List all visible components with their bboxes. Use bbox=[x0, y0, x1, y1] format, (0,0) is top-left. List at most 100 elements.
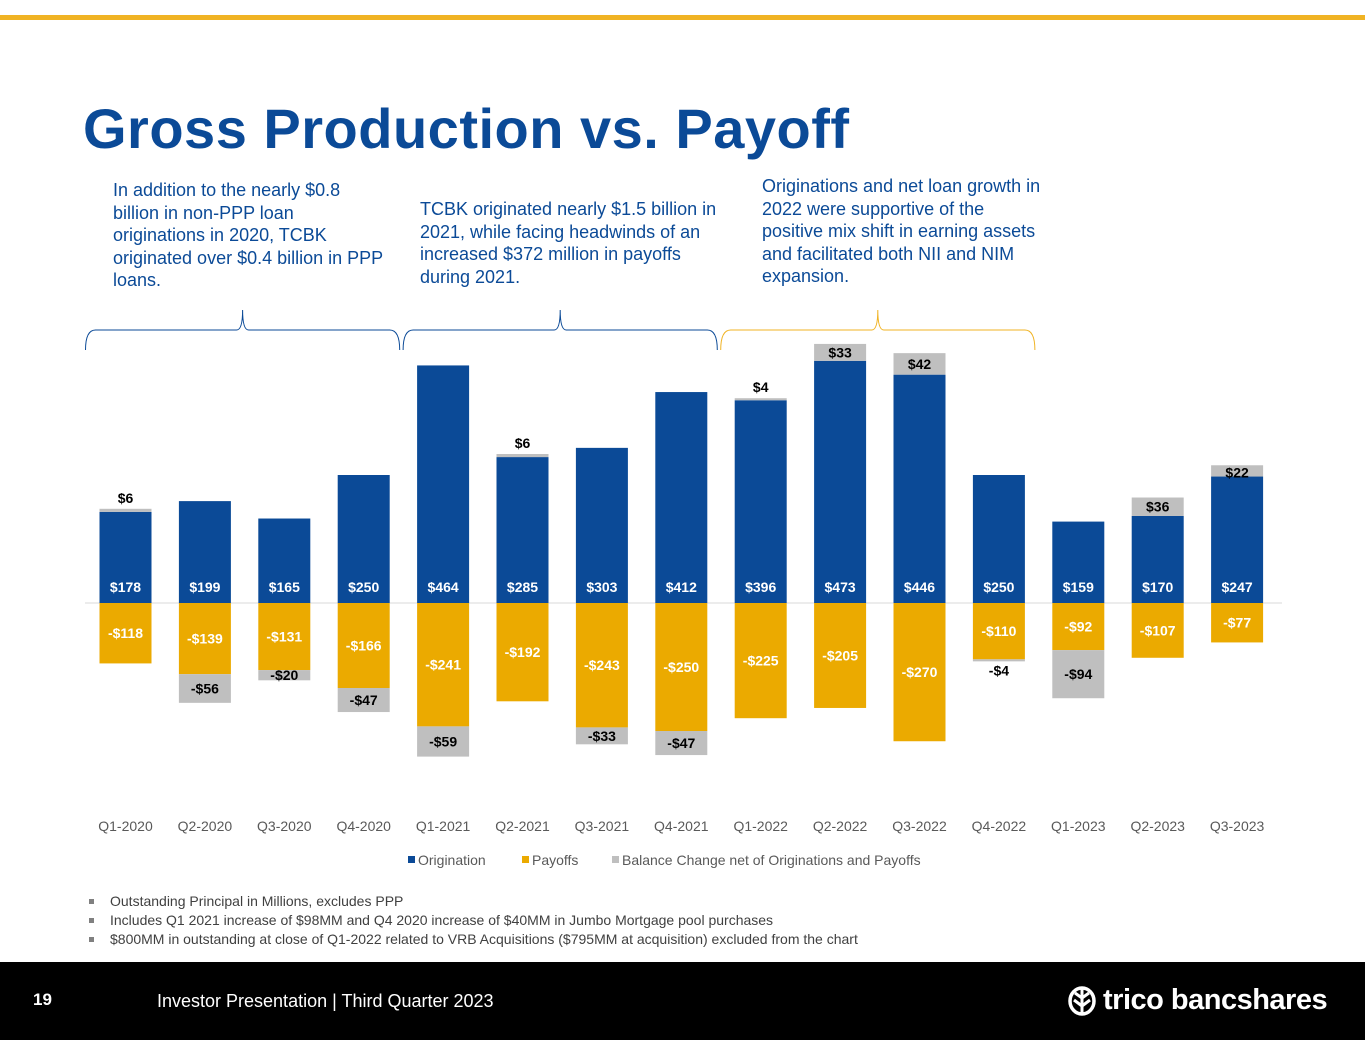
balance-change-bar bbox=[655, 731, 708, 756]
legend-swatch bbox=[522, 856, 529, 863]
balance-change-label: -$4 bbox=[989, 662, 1009, 678]
balance-change-bar bbox=[496, 454, 549, 458]
x-tick-label: Q4-2020 bbox=[336, 818, 391, 834]
payoff-label: -$241 bbox=[425, 657, 461, 673]
payoff-bar bbox=[575, 603, 628, 728]
callout-bracket-2 bbox=[720, 309, 1036, 351]
balance-change-label: -$47 bbox=[667, 735, 695, 751]
x-tick-label: Q1-2022 bbox=[733, 818, 788, 834]
origination-bar bbox=[575, 447, 628, 603]
balance-change-label: $22 bbox=[1225, 464, 1249, 480]
callout-bracket-1 bbox=[402, 309, 718, 351]
x-tick-label: Q4-2022 bbox=[972, 818, 1027, 834]
origination-bar bbox=[814, 360, 867, 603]
payoff-bar bbox=[258, 603, 311, 671]
balance-change-bar bbox=[1131, 497, 1184, 516]
x-tick-label: Q4-2021 bbox=[654, 818, 709, 834]
payoff-label: -$243 bbox=[584, 657, 620, 673]
balance-change-bar bbox=[337, 687, 390, 713]
legend-swatch bbox=[408, 856, 415, 863]
legend-label: Payoffs bbox=[532, 852, 578, 868]
balance-change-label: -$33 bbox=[588, 728, 616, 744]
payoff-label: -$77 bbox=[1223, 615, 1251, 631]
brand-name: trico bancshares bbox=[1103, 983, 1328, 1016]
company-logo: trico bancshares bbox=[1067, 982, 1328, 1018]
origination-label: $464 bbox=[428, 579, 459, 595]
payoff-label: -$92 bbox=[1064, 619, 1092, 635]
balance-change-label: $6 bbox=[118, 490, 134, 506]
origination-bar bbox=[893, 374, 946, 603]
origination-bar bbox=[496, 457, 549, 603]
origination-bar bbox=[417, 365, 470, 603]
payoff-bar bbox=[1211, 603, 1264, 643]
payoff-label: -$225 bbox=[743, 653, 779, 669]
production-payoff-chart: $178 -$118 $6 Q1-2020 $199 -$139 -$56 Q2-2020 $1… bbox=[85, 309, 1282, 868]
callout-bracket-0 bbox=[85, 309, 401, 351]
balance-change-label: -$20 bbox=[270, 667, 298, 683]
origination-bar bbox=[1131, 515, 1184, 603]
balance-change-bar bbox=[575, 727, 628, 745]
origination-label: $159 bbox=[1063, 579, 1094, 595]
payoff-bar bbox=[496, 603, 549, 702]
payoff-label: -$118 bbox=[108, 625, 143, 641]
balance-change-bar bbox=[417, 726, 470, 757]
balance-change-label: $4 bbox=[753, 379, 769, 395]
payoff-bar bbox=[972, 603, 1025, 660]
x-tick-label: Q3-2021 bbox=[575, 818, 630, 834]
page-number: 19 bbox=[33, 990, 52, 1009]
origination-label: $250 bbox=[348, 579, 379, 595]
balance-change-label: -$59 bbox=[429, 733, 457, 749]
x-tick-label: Q3-2020 bbox=[257, 818, 312, 834]
payoff-label: -$107 bbox=[1140, 622, 1176, 638]
payoff-bar bbox=[178, 603, 231, 675]
payoff-bar bbox=[814, 603, 867, 708]
balance-change-bar bbox=[1211, 465, 1264, 477]
slide-title: Gross Production vs. Payoff bbox=[83, 97, 850, 160]
balance-change-bar bbox=[258, 670, 311, 681]
payoff-bar bbox=[337, 603, 390, 688]
balance-change-bar bbox=[972, 659, 1025, 662]
payoff-label: -$205 bbox=[822, 647, 858, 663]
footnote-item: $800MM in outstanding at close of Q1-202… bbox=[89, 930, 858, 949]
x-tick-label: Q3-2023 bbox=[1210, 818, 1265, 834]
balance-change-label: -$56 bbox=[191, 681, 219, 697]
x-tick-label: Q1-2020 bbox=[98, 818, 153, 834]
balance-change-label: -$94 bbox=[1064, 666, 1092, 682]
payoff-bar bbox=[734, 603, 787, 719]
balance-change-label: $42 bbox=[908, 356, 932, 372]
payoff-bar bbox=[1131, 603, 1184, 658]
balance-change-bar bbox=[178, 674, 231, 703]
legend-label: Origination bbox=[418, 852, 486, 868]
origination-label: $165 bbox=[269, 579, 300, 595]
origination-bar bbox=[178, 501, 231, 603]
payoff-bar bbox=[655, 603, 708, 731]
origination-label: $446 bbox=[904, 579, 935, 595]
footer: 19 Investor Presentation | Third Quarter… bbox=[0, 962, 1365, 1040]
balance-change-bar bbox=[814, 343, 867, 361]
origination-label: $285 bbox=[507, 579, 538, 595]
payoff-bar bbox=[1052, 603, 1105, 651]
legend-label: Balance Change net of Originations and P… bbox=[622, 852, 921, 868]
balance-change-bar bbox=[893, 353, 946, 375]
balance-change-bar bbox=[734, 398, 787, 401]
footnote-item: Includes Q1 2021 increase of $98MM and Q… bbox=[89, 911, 858, 930]
payoff-label: -$131 bbox=[266, 629, 302, 645]
payoff-bar bbox=[99, 603, 152, 664]
origination-label: $199 bbox=[189, 579, 220, 595]
footnotes: Outstanding Principal in Millions, exclu… bbox=[89, 892, 858, 949]
x-tick-label: Q1-2021 bbox=[416, 818, 471, 834]
x-tick-label: Q1-2023 bbox=[1051, 818, 1106, 834]
balance-change-label: $36 bbox=[1146, 499, 1170, 515]
origination-bar bbox=[99, 511, 152, 603]
footer-text: Investor Presentation | Third Quarter 20… bbox=[157, 991, 494, 1011]
payoff-label: -$166 bbox=[346, 637, 382, 653]
origination-label: $473 bbox=[825, 579, 856, 595]
origination-label: $250 bbox=[983, 579, 1014, 595]
origination-label: $170 bbox=[1142, 579, 1173, 595]
callout-2022: Originations and net loan growth in 2022… bbox=[762, 176, 1041, 286]
origination-label: $303 bbox=[586, 579, 617, 595]
balance-change-bar bbox=[99, 508, 152, 512]
payoff-label: -$110 bbox=[981, 623, 1016, 639]
trico-leaf-icon bbox=[1068, 986, 1096, 1016]
balance-change-label: $6 bbox=[515, 435, 531, 451]
